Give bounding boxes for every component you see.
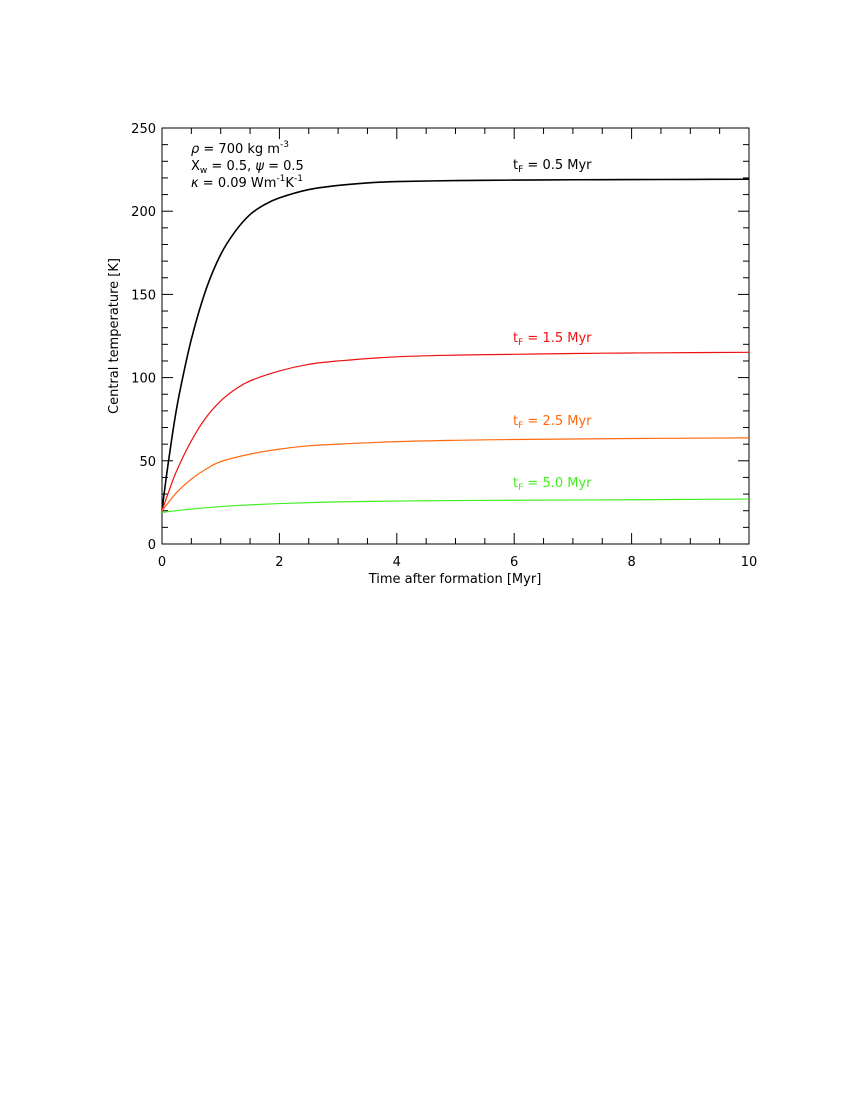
series-line-1-5-myr [161,351,750,511]
annotation-density: ρ = 700 kg m-3 [191,140,289,157]
y-axis-title: Central temperature [K] [107,258,122,414]
series-line-2-5-myr [161,437,750,512]
series-line-5-0-myr [161,498,750,513]
annotation-water-fraction: Xw = 0.5, ψ = 0.5 [191,159,304,176]
x-tick-label: 10 [741,555,758,570]
annotation-conductivity: κ = 0.09 Wm-1K-1 [191,174,303,191]
y-tick-label: 50 [139,455,156,470]
x-tick-label: 0 [158,555,166,570]
x-tick-label: 4 [393,555,401,570]
y-tick-label: 150 [131,288,156,303]
y-tick-label: 0 [148,538,156,553]
parameter-annotations: ρ = 700 kg m-3 Xw = 0.5, ψ = 0.5 κ = 0.0… [191,140,304,191]
x-tick-label: 8 [627,555,635,570]
series-label-0-5-myr: tF = 0.5 Myr [513,158,592,175]
series-labels: tF = 0.5 Myr tF = 1.5 Myr tF = 2.5 Myr t… [513,158,592,493]
series-label-2-5-myr: tF = 2.5 Myr [513,414,592,431]
x-axis-title: Time after formation [Myr] [368,572,542,587]
y-tick-label: 200 [131,205,156,220]
y-tick-label: 250 [131,122,156,137]
x-tick-label: 6 [510,555,518,570]
series-label-1-5-myr: tF = 1.5 Myr [513,331,592,348]
series-line-0-5-myr [161,178,750,511]
series-lines [161,178,750,513]
series-label-5-0-myr: tF = 5.0 Myr [513,476,592,493]
y-tick-label: 100 [131,372,156,387]
x-tick-label: 2 [275,555,283,570]
